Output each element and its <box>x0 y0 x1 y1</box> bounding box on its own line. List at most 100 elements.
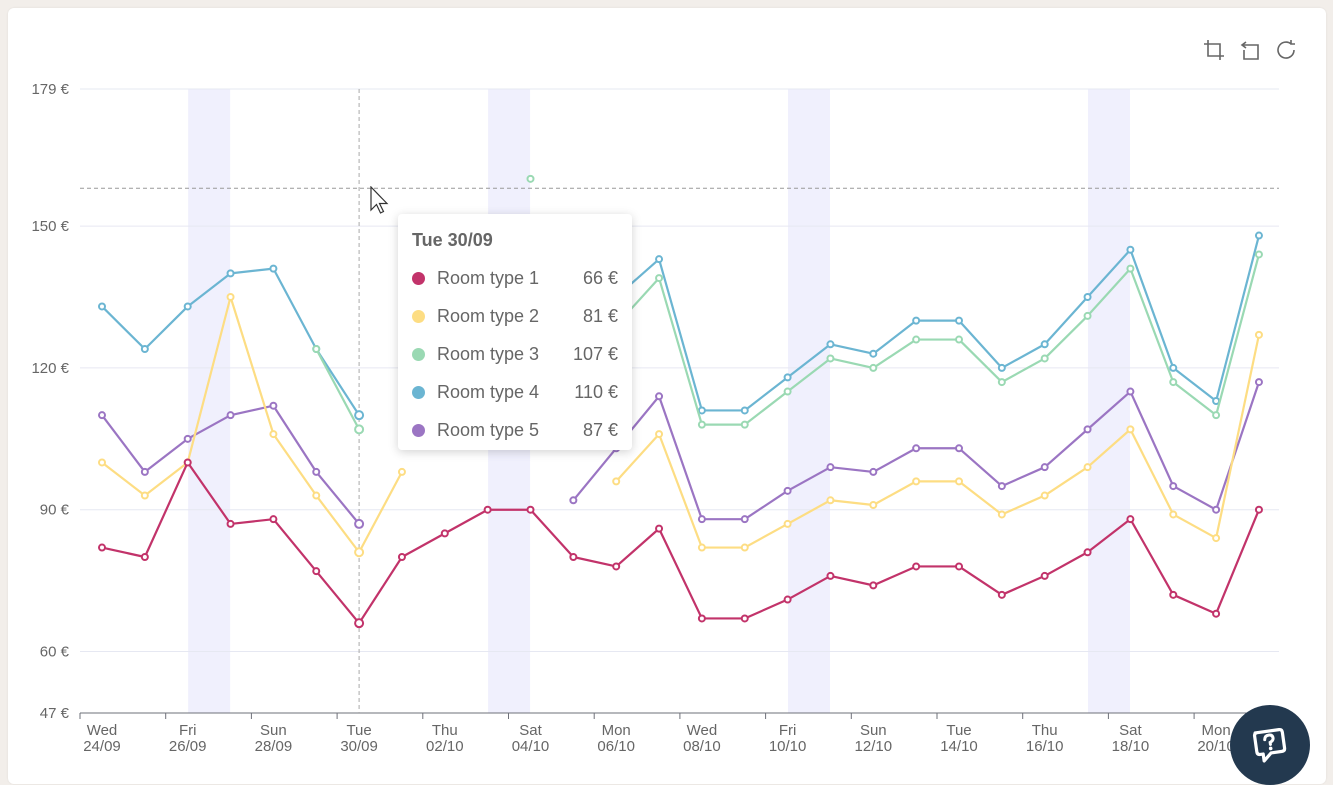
x-tick-label-date: 20/10 <box>1197 738 1235 755</box>
data-point <box>1212 505 1221 514</box>
tooltip-series-name: Room type 1 <box>437 268 540 289</box>
tooltip-series-value: 87 € <box>582 419 618 440</box>
weekend-band <box>1087 89 1130 713</box>
data-point <box>397 467 406 476</box>
data-point <box>269 430 278 439</box>
data-point <box>1254 505 1263 514</box>
tooltip-series-value: 107 € <box>572 343 618 364</box>
data-point <box>997 482 1006 491</box>
zoom-reset-icon[interactable] <box>1238 38 1262 62</box>
data-point <box>354 618 365 629</box>
x-tick-label-date: 14/10 <box>940 738 978 755</box>
data-point <box>312 567 321 576</box>
data-tooltip: Tue 30/09 Room type 1 66 € Room type 2 8… <box>398 214 632 450</box>
data-point <box>140 345 149 353</box>
data-point <box>1254 250 1263 259</box>
x-tick-label-day: Fri <box>779 722 797 739</box>
data-point <box>912 562 921 571</box>
data-point <box>869 501 878 509</box>
refresh-icon[interactable] <box>1274 38 1298 62</box>
data-point <box>955 477 963 486</box>
x-tick-label-day: Thu <box>432 722 458 739</box>
data-point <box>955 562 963 571</box>
tooltip-series-name: Room type 3 <box>437 343 540 364</box>
data-point <box>183 458 192 467</box>
data-point <box>1040 354 1049 363</box>
data-point <box>1083 311 1092 320</box>
tooltip-title: Tue 30/09 <box>412 230 493 250</box>
weekend-band <box>188 89 231 713</box>
data-point <box>226 411 235 420</box>
data-point <box>1040 463 1049 472</box>
data-point <box>569 553 578 561</box>
data-point <box>826 496 835 505</box>
help-chat-button[interactable] <box>1230 705 1310 785</box>
data-point <box>1212 411 1221 420</box>
x-tick-label-date: 30/09 <box>340 738 378 755</box>
data-point <box>912 444 921 453</box>
data-point <box>1169 363 1178 372</box>
data-point <box>1169 482 1178 491</box>
tooltip-row: Room type 3 107 € <box>412 336 618 374</box>
data-point <box>183 434 192 443</box>
data-point <box>1212 609 1221 618</box>
data-point <box>1040 571 1049 580</box>
data-point <box>869 363 878 372</box>
data-point <box>483 505 492 514</box>
data-point <box>783 373 792 382</box>
tooltip-series-value: 110 € <box>574 381 618 402</box>
data-point <box>1083 548 1092 557</box>
data-point <box>612 562 621 571</box>
data-point <box>312 345 321 353</box>
series-marker-icon <box>412 423 425 437</box>
series-line <box>615 235 1261 412</box>
data-point <box>1083 425 1092 434</box>
x-tick-label-date: 06/10 <box>597 738 635 755</box>
data-point <box>354 518 365 529</box>
data-point <box>226 293 235 301</box>
y-tick-label: 47 € <box>40 705 70 722</box>
data-point <box>140 467 149 476</box>
tooltip-series-name: Room type 2 <box>437 306 540 327</box>
y-tick-label: 120 € <box>31 360 69 377</box>
data-point <box>354 410 365 421</box>
series-line <box>101 295 403 554</box>
data-point <box>1254 231 1263 240</box>
data-point <box>655 392 664 401</box>
data-point <box>1083 293 1092 301</box>
data-point <box>269 401 278 410</box>
data-point <box>783 595 792 604</box>
data-point <box>912 335 921 344</box>
x-tick-label-day: Fri <box>179 722 197 739</box>
x-tick-label-day: Wed <box>687 722 718 739</box>
data-point <box>1126 515 1135 524</box>
tooltip-series-name: Room type 4 <box>437 381 540 402</box>
data-point <box>997 510 1006 519</box>
y-tick-label: 90 € <box>40 502 70 519</box>
data-point <box>98 411 106 420</box>
series-marker-icon <box>412 272 425 286</box>
data-point <box>569 496 578 505</box>
data-point <box>740 543 749 552</box>
series-marker-icon <box>412 347 425 361</box>
x-tick-label-date: 26/09 <box>169 738 207 755</box>
data-point <box>354 424 365 435</box>
series-marker-icon <box>412 385 425 399</box>
x-tick-label-date: 02/10 <box>426 738 464 755</box>
data-point <box>1126 245 1135 254</box>
data-point <box>526 505 535 514</box>
data-point <box>1169 378 1178 387</box>
data-point <box>140 491 149 500</box>
x-tick-label-day: Sat <box>1119 722 1142 739</box>
data-point <box>740 406 749 415</box>
crop-zoom-icon[interactable] <box>1202 38 1226 62</box>
data-point <box>697 515 706 524</box>
x-tick-label-day: Mon <box>1202 722 1231 739</box>
y-tick-label: 179 € <box>31 81 69 98</box>
chart-toolbox <box>1202 38 1298 62</box>
data-point <box>697 406 706 415</box>
x-tick-label-day: Tue <box>946 722 971 739</box>
data-point <box>783 519 792 528</box>
tooltip-series-name: Room type 5 <box>437 419 540 440</box>
